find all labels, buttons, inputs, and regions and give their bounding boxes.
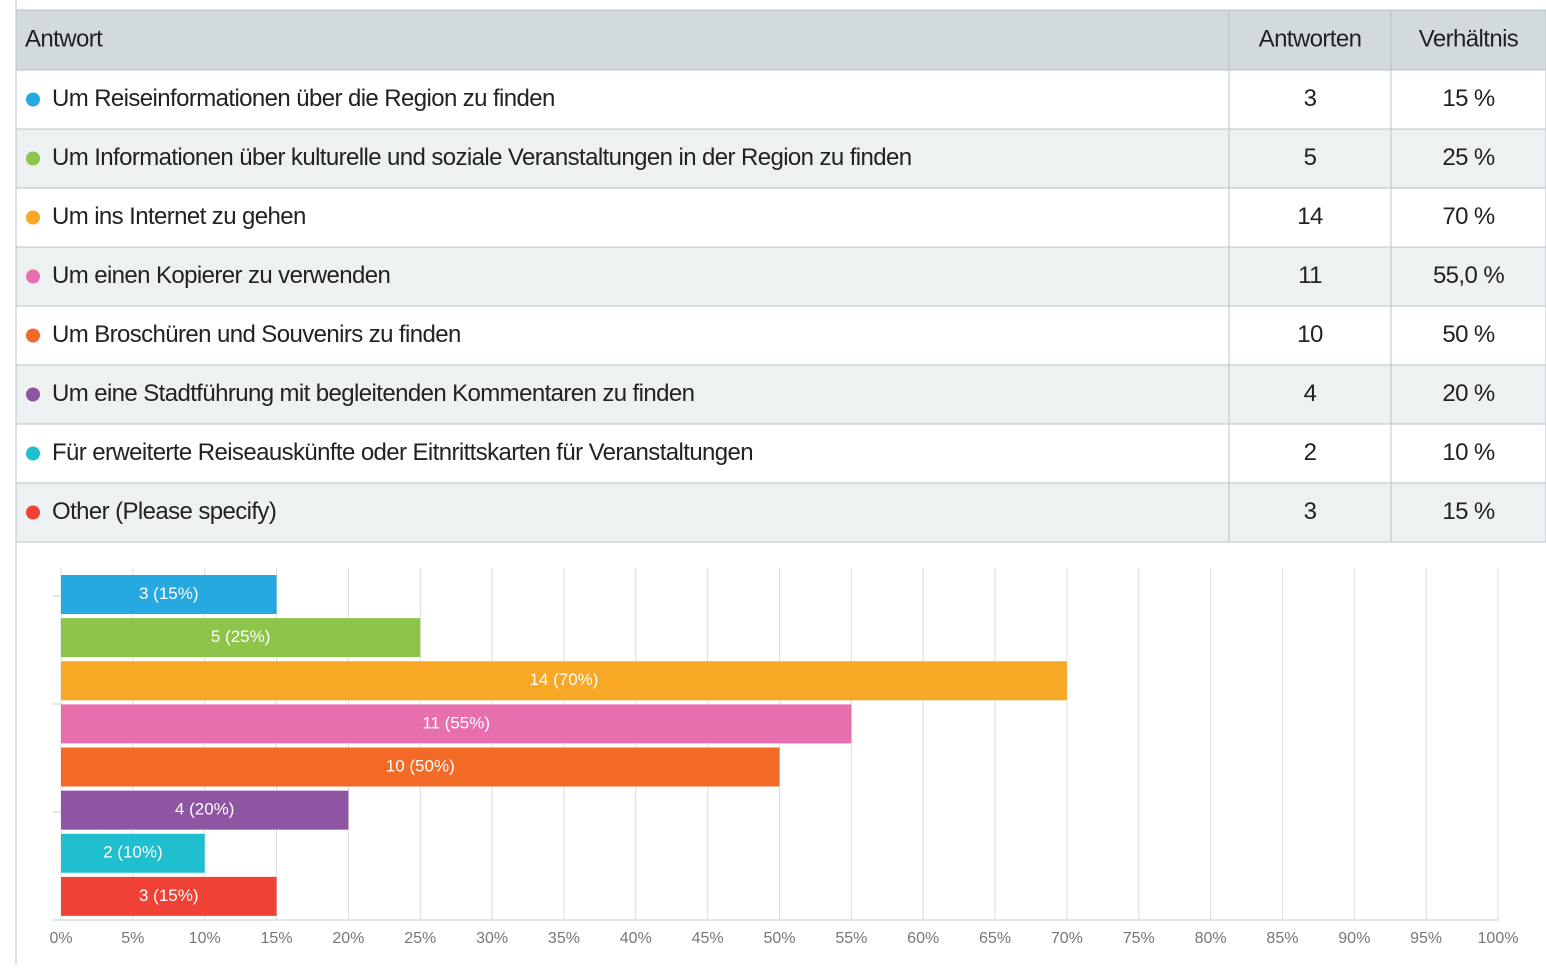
row-dot — [26, 151, 40, 166]
answer-ratio: 50 % — [1442, 321, 1495, 348]
answer-ratio: 10 % — [1442, 439, 1495, 466]
x-tick-label: 0% — [49, 930, 72, 947]
answer-count: 3 — [1304, 498, 1317, 525]
row-dot — [26, 387, 40, 402]
x-tick-label: 50% — [763, 930, 795, 947]
table-header — [15, 9, 1546, 71]
row-dot — [26, 505, 40, 520]
answer-label: Für erweiterte Reiseauskünfte oder Eitnr… — [52, 439, 753, 466]
bar — [61, 833, 205, 873]
table-row — [15, 305, 1546, 366]
x-tick-label: 15% — [261, 930, 293, 947]
bar — [61, 876, 277, 916]
table-row — [15, 423, 1546, 484]
x-tick-label: 75% — [1123, 930, 1155, 947]
row-dot — [26, 446, 40, 461]
value-label: 14 (70%) — [529, 670, 598, 689]
bar — [61, 661, 1067, 701]
value-label: 4 (20%) — [175, 800, 235, 819]
x-tick-label: 100% — [1478, 930, 1519, 947]
bar — [61, 575, 277, 614]
table-row — [15, 69, 1546, 130]
answer-label: Um Informationen über kulturelle und soz… — [52, 144, 912, 171]
row-dot — [26, 92, 40, 107]
answer-label: Um Broschüren und Souvenirs zu finden — [52, 321, 461, 348]
answer-count: 10 — [1297, 321, 1323, 348]
answer-label: Other (Please specify) — [52, 498, 276, 525]
bar — [61, 618, 421, 658]
table-row — [15, 482, 1546, 543]
x-tick-label: 55% — [835, 930, 867, 947]
answer-count: 3 — [1304, 85, 1317, 112]
answer-ratio: 15 % — [1442, 498, 1495, 525]
bar — [61, 747, 780, 787]
table-row — [15, 187, 1546, 248]
answer-label: Um einen Kopierer zu verwenden — [52, 262, 390, 289]
row-dot — [26, 328, 40, 343]
x-tick-label: 40% — [620, 930, 652, 947]
row-dot — [26, 269, 40, 284]
answer-count: 2 — [1304, 439, 1317, 466]
answer-count: 11 — [1298, 262, 1322, 289]
x-tick-label: 80% — [1195, 930, 1227, 947]
x-tick-label: 30% — [476, 930, 508, 947]
answer-ratio: 20 % — [1442, 380, 1495, 407]
answer-label: Um Reiseinformationen über die Region zu… — [52, 85, 555, 112]
bar — [61, 790, 349, 830]
x-tick-label: 25% — [404, 930, 436, 947]
bar — [61, 704, 852, 744]
column-header: Antwort — [25, 25, 103, 52]
value-label: 2 (10%) — [103, 843, 163, 862]
answer-label: Um ins Internet zu gehen — [52, 203, 306, 230]
value-label: 3 (15%) — [139, 584, 199, 603]
column-header: Antworten — [1259, 25, 1362, 52]
value-label: 5 (25%) — [211, 627, 271, 646]
row-dot — [26, 210, 40, 225]
table-row — [15, 246, 1546, 307]
answer-label: Um eine Stadtführung mit begleitenden Ko… — [52, 380, 694, 407]
x-tick-label: 45% — [692, 930, 724, 947]
x-tick-label: 70% — [1051, 930, 1083, 947]
value-label: 10 (50%) — [386, 756, 455, 775]
x-tick-label: 35% — [548, 930, 580, 947]
value-label: 11 (55%) — [422, 713, 490, 732]
answer-ratio: 25 % — [1442, 144, 1495, 171]
x-tick-label: 90% — [1338, 930, 1370, 947]
answer-ratio: 70 % — [1442, 203, 1495, 230]
answer-count: 4 — [1304, 380, 1317, 407]
answer-count: 5 — [1304, 144, 1317, 171]
x-tick-label: 65% — [979, 930, 1011, 947]
column-header: Verhältnis — [1419, 25, 1519, 52]
x-tick-label: 85% — [1266, 930, 1298, 947]
answer-ratio: 15 % — [1442, 85, 1495, 112]
x-tick-label: 60% — [907, 930, 939, 947]
x-tick-label: 5% — [121, 930, 144, 947]
x-tick-label: 95% — [1410, 930, 1442, 947]
answer-count: 14 — [1297, 203, 1323, 230]
value-label: 3 (15%) — [139, 886, 199, 905]
answer-ratio: 55,0 % — [1433, 262, 1504, 289]
x-tick-label: 10% — [189, 930, 221, 947]
x-tick-label: 20% — [332, 930, 364, 947]
table-row — [15, 128, 1546, 189]
